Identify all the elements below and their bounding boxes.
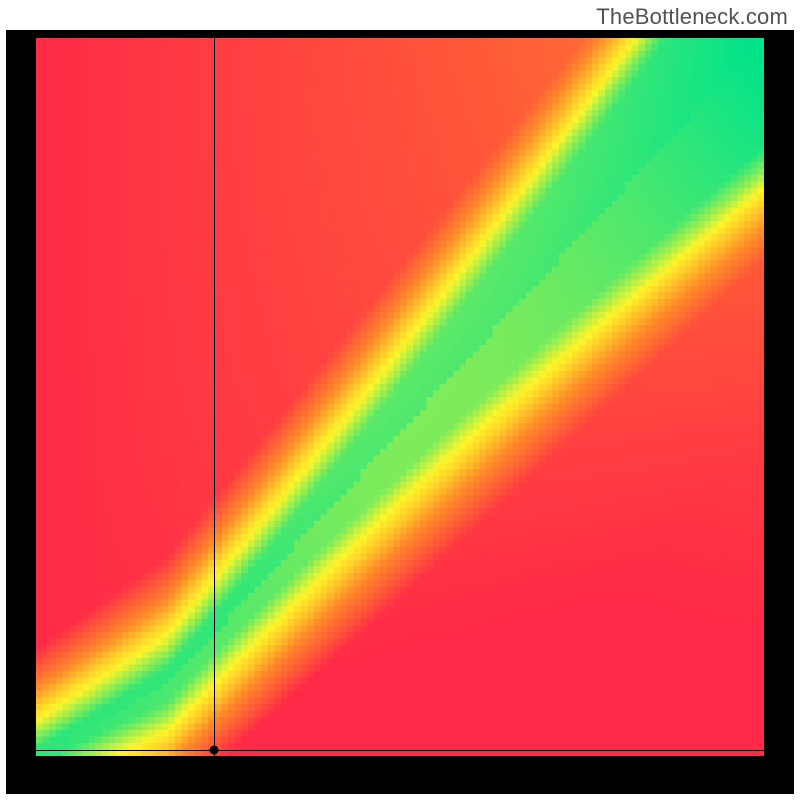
crosshair-marker-dot	[210, 746, 219, 755]
crosshair-horizontal	[36, 750, 764, 751]
crosshair-vertical	[214, 38, 215, 756]
plot-area	[0, 0, 800, 800]
heatmap-canvas	[36, 38, 764, 756]
watermark-text: TheBottleneck.com	[596, 4, 788, 30]
root: TheBottleneck.com	[0, 0, 800, 800]
